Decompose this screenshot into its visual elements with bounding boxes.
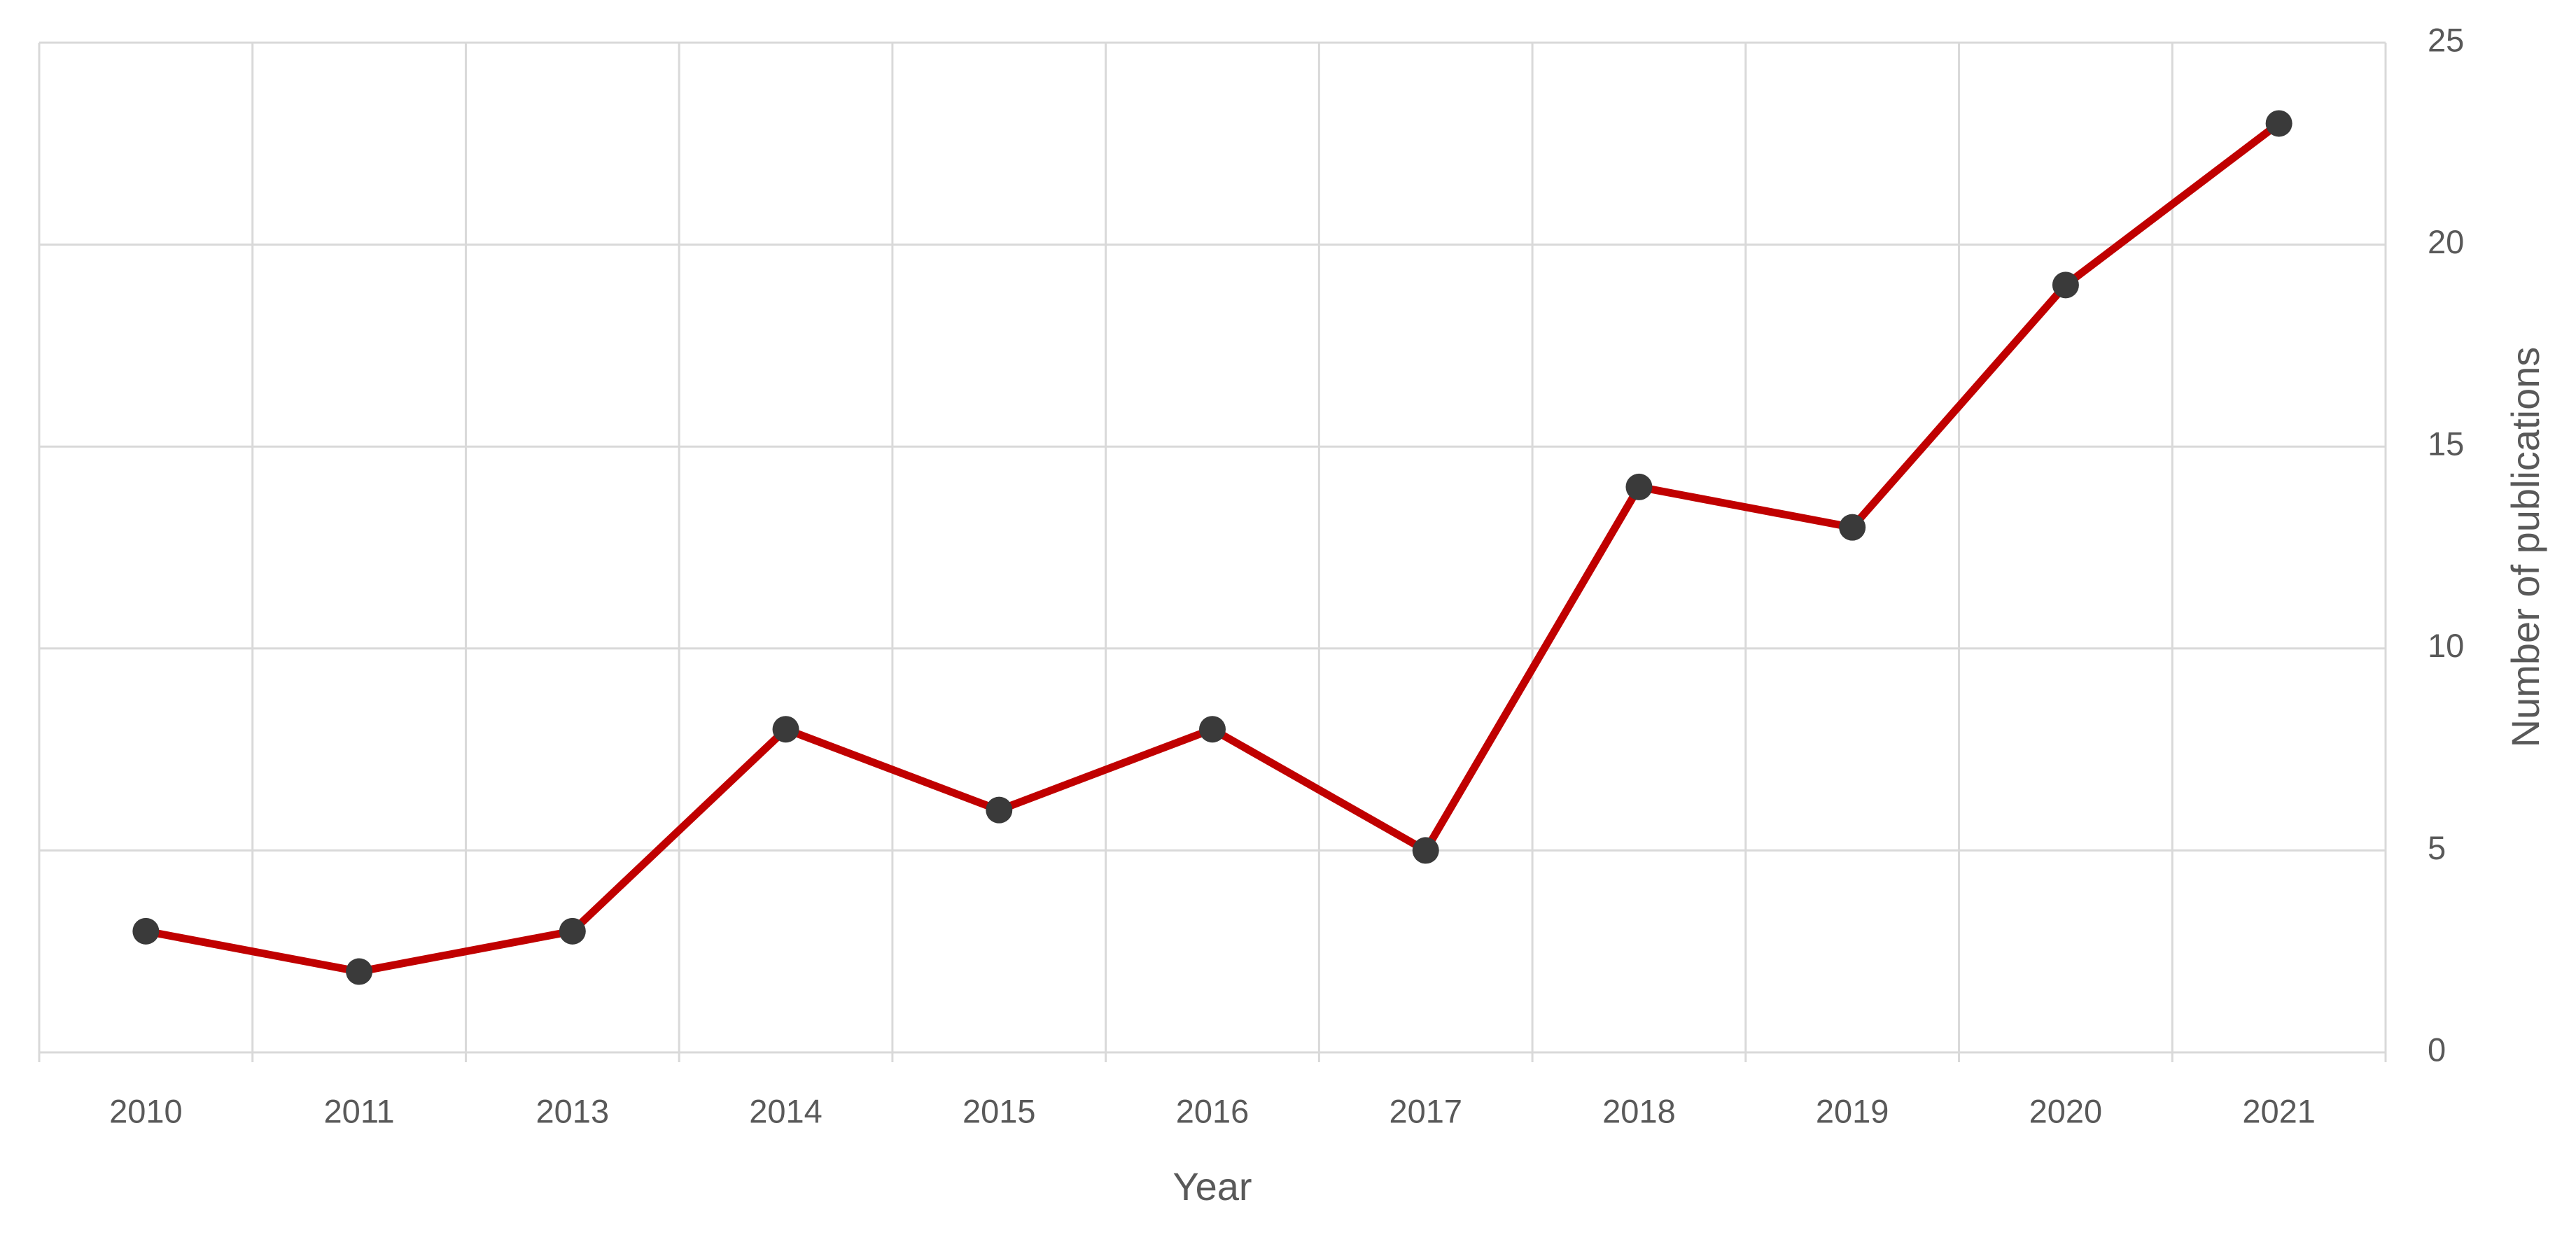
y-tick-label: 0	[2428, 1031, 2446, 1068]
data-point	[132, 917, 160, 945]
x-tick-label: 2011	[324, 1092, 395, 1129]
y-axis-label: Number of publications	[2503, 347, 2547, 748]
y-tick-label: 10	[2428, 627, 2464, 664]
x-tick-label: 2010	[109, 1092, 183, 1129]
x-tick-label: 2018	[1602, 1092, 1676, 1129]
data-point	[1839, 514, 1866, 541]
data-point	[772, 716, 799, 743]
data-point	[986, 796, 1013, 824]
y-tick-label: 15	[2428, 425, 2464, 463]
x-tick-label: 2014	[749, 1092, 822, 1129]
y-tick-label: 5	[2428, 829, 2446, 866]
x-tick-label: 2016	[1176, 1092, 1250, 1129]
x-tick-label: 2019	[1816, 1092, 1889, 1129]
x-tick-label: 2020	[2029, 1092, 2103, 1129]
x-tick-label: 2015	[962, 1092, 1036, 1129]
data-point	[1625, 473, 1653, 500]
data-point	[2265, 110, 2292, 137]
x-tick-label: 2017	[1389, 1092, 1462, 1129]
y-tick-label: 25	[2428, 21, 2464, 58]
x-tick-label: 2013	[536, 1092, 610, 1129]
data-point	[1199, 716, 1226, 743]
x-tick-label: 2021	[2242, 1092, 2316, 1129]
data-point	[1412, 837, 1439, 864]
x-axis-label: Year	[1172, 1164, 1252, 1208]
data-point	[2052, 271, 2079, 299]
data-point	[346, 958, 373, 985]
data-point	[559, 917, 586, 945]
y-tick-label: 20	[2428, 223, 2464, 260]
